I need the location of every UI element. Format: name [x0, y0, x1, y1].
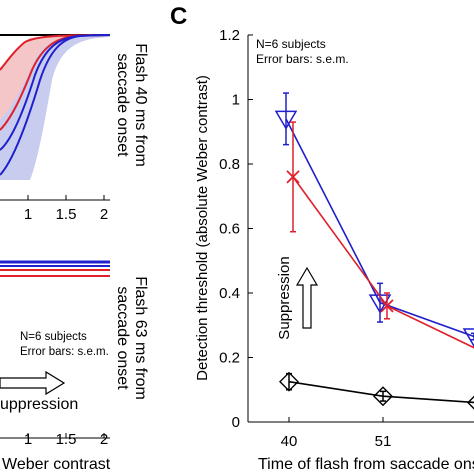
- left-arrow-label: uppression: [0, 396, 78, 413]
- x-marker: [286, 170, 300, 184]
- suppression-arrow-right: [0, 370, 66, 396]
- series-line: [292, 176, 474, 349]
- series-x: [286, 121, 474, 349]
- series-diamond: [279, 371, 474, 410]
- red-curve-2: [0, 34, 111, 71]
- blue-curve-2: [0, 34, 111, 151]
- left-bottom-ticks: [27, 433, 105, 438]
- svg-text:Flash 40 ms from: Flash 40 ms from: [132, 43, 149, 167]
- y-tick-label: 1.2: [219, 27, 240, 44]
- y-tick-label: 0: [232, 414, 240, 431]
- y-tick-label: 0.8: [219, 156, 240, 173]
- x-tick-label: 51: [375, 433, 392, 450]
- x-marker: [380, 299, 394, 313]
- svg-text:Suppression: Suppression: [276, 256, 293, 339]
- svg-text:saccade onset: saccade onset: [114, 53, 131, 157]
- y-tick-label: 0.6: [219, 221, 240, 238]
- y-tick-label: 0.4: [219, 285, 240, 302]
- series-line: [288, 380, 474, 404]
- left-bottom-side-label: Flash 63 ms from saccade onset: [114, 276, 149, 400]
- blue-band: [0, 35, 110, 180]
- x-tick-label: 40: [281, 433, 298, 450]
- left-top-tick-label: 2: [100, 206, 108, 223]
- left-top-tick-label: 1: [24, 206, 32, 223]
- left-note-line: Error bars: s.e.m.: [20, 346, 109, 358]
- left-bottom-tick-label: 2: [100, 431, 108, 448]
- svg-text:saccade onset: saccade onset: [114, 286, 131, 390]
- series-triangle-down: [274, 92, 474, 348]
- left-bottom-tick-label: 1.5: [56, 431, 77, 448]
- left-top-ticks: [27, 195, 105, 200]
- svg-text:Flash 63 ms from: Flash 63 ms from: [132, 276, 149, 400]
- triangle-marker: [462, 328, 474, 348]
- suppression-arrow-up: [295, 266, 319, 329]
- left-bottom-tick-label: 1: [24, 431, 32, 448]
- svg-text:Detection threshold (absolute: Detection threshold (absolute Weber cont…: [194, 75, 211, 381]
- note-line: N=6 subjects: [256, 37, 326, 51]
- panel-c-chart: 0 0.2 0.4 0.6 0.8 1 1.2 40 51 Detection thresho…: [194, 27, 474, 473]
- left-top-tick-label: 1.5: [56, 206, 77, 223]
- diamond-marker: [279, 371, 299, 392]
- y-tick-label: 0.2: [219, 350, 240, 367]
- left-note-line: N=6 subjects: [20, 331, 87, 343]
- diamond-marker: [467, 395, 474, 410]
- y-tick-label: 1: [232, 92, 240, 109]
- left-top-subplot: 1 1.5 2 Flash 40 ms from saccade onset: [0, 34, 149, 223]
- x-axis-label: Time of flash from saccade onset: [258, 456, 474, 473]
- left-bottom-subplot: N=6 subjects Error bars: s.e.m. uppressi…: [0, 260, 149, 473]
- suppression-label: Suppression: [276, 256, 293, 339]
- note-line: Error bars: s.e.m.: [256, 52, 349, 66]
- left-top-side-label: Flash 40 ms from saccade onset: [114, 43, 149, 167]
- panel-c-label: C: [170, 3, 187, 30]
- left-panel: 1 1.5 2 Flash 40 ms from saccade onset N…: [0, 34, 149, 473]
- left-bottom-xlabel: Weber contrast: [2, 456, 111, 473]
- triangle-marker: [274, 110, 298, 130]
- y-axis-label: Detection threshold (absolute Weber cont…: [194, 75, 211, 381]
- diamond-marker: [373, 386, 393, 407]
